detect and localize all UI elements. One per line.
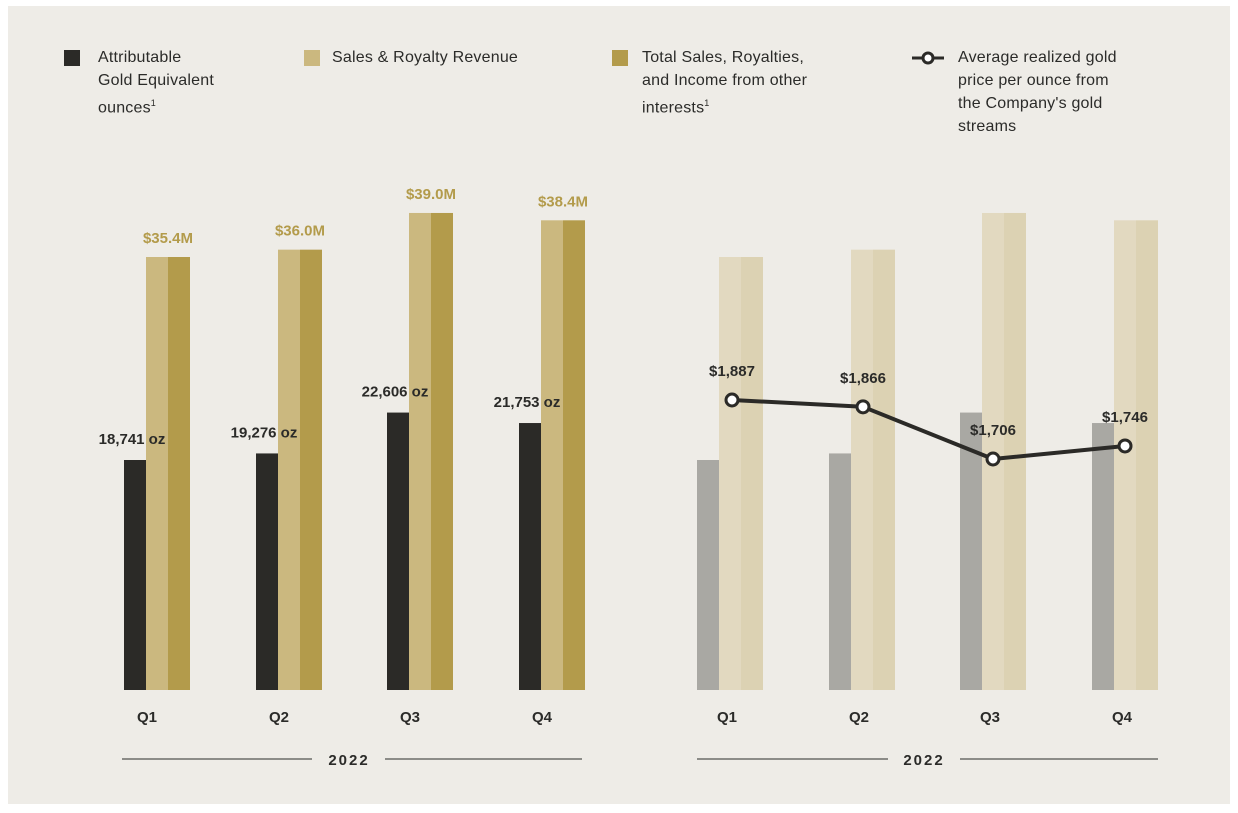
bg-bar-ounces-q2 bbox=[829, 453, 851, 690]
data-label-revenue-q4: $38.4M bbox=[538, 193, 588, 210]
bg-bar-sales-q3 bbox=[982, 212, 1004, 690]
price-point-q3 bbox=[985, 451, 1001, 467]
bg-bar-sales-q1 bbox=[719, 257, 741, 690]
data-label-ounces-q2: 19,276 oz bbox=[231, 424, 298, 441]
x-tick-label-right-q2: Q2 bbox=[849, 709, 869, 726]
legend-swatch-sales-icon bbox=[304, 50, 320, 66]
data-label-revenue-q1: $35.4M bbox=[143, 230, 193, 247]
bar-total-q2 bbox=[300, 249, 322, 690]
bar-ounces-q3 bbox=[387, 412, 409, 690]
period-label-left: 2022 bbox=[328, 752, 369, 769]
data-label-ounces-q1: 18,741 oz bbox=[99, 431, 166, 448]
legend-label-total: Total Sales, Royalties, and Income from o… bbox=[642, 49, 808, 117]
price-point-q2 bbox=[855, 399, 871, 415]
data-label-price-q4: $1,746 bbox=[1102, 409, 1148, 426]
data-label-ounces-q3: 22,606 oz bbox=[362, 384, 429, 401]
bg-bar-ounces-q4 bbox=[1092, 423, 1114, 690]
data-label-revenue-q2: $36.0M bbox=[275, 223, 325, 240]
bar-total-q1 bbox=[168, 257, 190, 690]
bar-ounces-q1 bbox=[124, 460, 146, 690]
bar-sales-q1 bbox=[146, 257, 168, 690]
bar-sales-q4 bbox=[541, 220, 563, 690]
x-tick-label-left-q3: Q3 bbox=[400, 709, 420, 726]
price-point-q1 bbox=[724, 392, 740, 408]
data-label-price-q3: $1,706 bbox=[970, 422, 1016, 439]
legend-label-price: Average realized gold price per ounce fro… bbox=[958, 49, 1117, 135]
bg-bar-sales-q2 bbox=[851, 249, 873, 690]
data-label-price-q1: $1,887 bbox=[709, 363, 755, 380]
legend-label-sales: Sales & Royalty Revenue bbox=[332, 49, 519, 66]
bg-bar-total-q3 bbox=[1004, 212, 1026, 690]
bar-total-q3 bbox=[431, 212, 453, 690]
price-line bbox=[731, 398, 1126, 461]
bar-sales-q3 bbox=[409, 212, 431, 690]
x-tick-label-right-q3: Q3 bbox=[980, 709, 1000, 726]
price-point-q4 bbox=[1117, 438, 1133, 454]
x-tick-label-right-q4: Q4 bbox=[1112, 709, 1133, 726]
x-tick-label-left-q4: Q4 bbox=[532, 709, 553, 726]
bar-ounces-q2 bbox=[256, 453, 278, 690]
bg-bar-ounces-q1 bbox=[697, 460, 719, 690]
legend-label-ounces: Attributable Gold Equivalent ounces1 bbox=[98, 49, 214, 117]
data-label-ounces-q4: 21,753 oz bbox=[494, 394, 561, 411]
bg-bar-sales-q4 bbox=[1114, 220, 1136, 690]
bg-bar-total-q4 bbox=[1136, 220, 1158, 690]
x-tick-label-left-q1: Q1 bbox=[137, 709, 157, 726]
data-label-price-q2: $1,866 bbox=[840, 370, 886, 387]
bar-sales-q2 bbox=[278, 249, 300, 690]
chart-panel bbox=[8, 6, 1230, 804]
x-tick-label-right-q1: Q1 bbox=[717, 709, 737, 726]
bar-total-q4 bbox=[563, 220, 585, 690]
legend-swatch-ounces-icon bbox=[64, 50, 80, 66]
bg-bar-ounces-q3 bbox=[960, 412, 982, 690]
period-label-right: 2022 bbox=[903, 752, 944, 769]
bg-bar-total-q2 bbox=[873, 249, 895, 690]
bg-bar-total-q1 bbox=[741, 257, 763, 690]
line-circle-marker-icon bbox=[912, 51, 944, 65]
x-tick-label-left-q2: Q2 bbox=[269, 709, 289, 726]
bar-ounces-q4 bbox=[519, 423, 541, 690]
data-label-revenue-q3: $39.0M bbox=[406, 186, 456, 203]
legend-swatch-total-icon bbox=[612, 50, 628, 66]
